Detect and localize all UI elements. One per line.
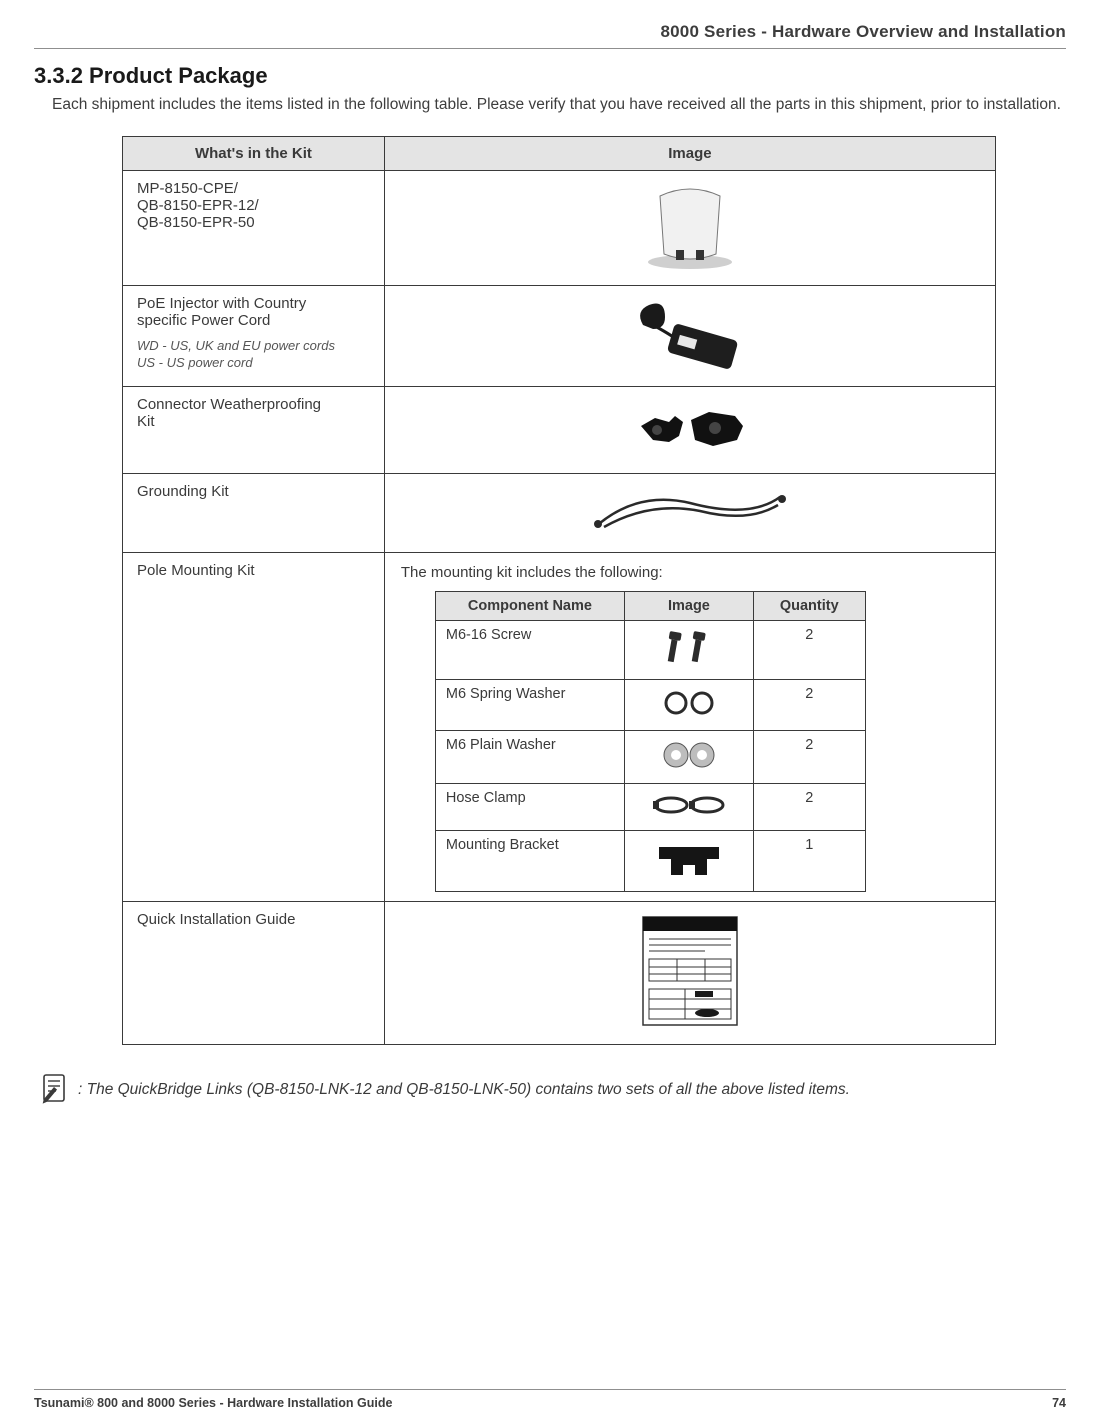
table-row: Quick Installation Guide [123, 901, 996, 1044]
inner-row: Hose Clamp [435, 783, 865, 830]
inner-th-name: Component Name [435, 591, 624, 620]
section-heading: 3.3.2 Product Package [34, 63, 1066, 89]
footer-left: Tsunami® 800 and 8000 Series - Hardware … [34, 1396, 392, 1410]
kit-label-cell: PoE Injector with Country specific Power… [123, 285, 385, 386]
kit-label-cell: Quick Installation Guide [123, 901, 385, 1044]
two-rings-thick-icon [654, 737, 724, 773]
inner-img-cell [624, 783, 753, 830]
kit-image-cell [384, 473, 995, 552]
kit-label-line: MP-8150-CPE/ [137, 180, 238, 197]
grounding-kit-icon [580, 483, 800, 539]
inner-row: M6-16 Screw [435, 620, 865, 679]
inner-name: Hose Clamp [435, 783, 624, 830]
kit-table: What's in the Kit Image MP-8150-CPE/ QB-… [122, 136, 996, 1045]
inner-name: M6 Plain Washer [435, 730, 624, 783]
two-rings-thin-icon [654, 686, 724, 720]
kit-label-line: Connector Weatherproofing [137, 396, 321, 413]
inner-row: M6 Plain Washer [435, 730, 865, 783]
running-header: 8000 Series - Hardware Overview and Inst… [34, 22, 1066, 42]
top-rule [34, 48, 1066, 49]
inner-img-cell [624, 679, 753, 730]
inner-name: Mounting Bracket [435, 830, 624, 891]
inner-th-qty: Quantity [753, 591, 865, 620]
inner-header-row: Component Name Image Quantity [435, 591, 865, 620]
poe-injector-icon [625, 295, 755, 373]
inner-name: M6 Spring Washer [435, 679, 624, 730]
table-row: Grounding Kit [123, 473, 996, 552]
inner-qty: 2 [753, 679, 865, 730]
note-icon [40, 1073, 70, 1107]
table-row: Pole Mounting Kit The mounting kit inclu… [123, 552, 996, 901]
footer-page-number: 74 [1052, 1396, 1066, 1410]
kit-sublabel-line: US - US power cord [137, 355, 253, 370]
page-footer: Tsunami® 800 and 8000 Series - Hardware … [34, 1389, 1066, 1410]
kit-label-cell: Pole Mounting Kit [123, 552, 385, 901]
kit-th-image: Image [384, 136, 995, 170]
inner-name: M6-16 Screw [435, 620, 624, 679]
kit-label-cell: Grounding Kit [123, 473, 385, 552]
kit-image-cell [384, 170, 995, 285]
table-row: MP-8150-CPE/ QB-8150-EPR-12/ QB-8150-EPR… [123, 170, 996, 285]
kit-label-line: PoE Injector with Country [137, 295, 306, 312]
bracket-icon [649, 837, 729, 881]
kit-inner-cell: The mounting kit includes the following:… [384, 552, 995, 901]
kit-image-cell [384, 285, 995, 386]
kit-label-line: specific Power Cord [137, 312, 270, 329]
kit-label-cell: Connector Weatherproofing Kit [123, 386, 385, 473]
inner-table: Component Name Image Quantity M6-16 Scre… [435, 591, 866, 892]
note-text: : The QuickBridge Links (QB-8150-LNK-12 … [78, 1081, 850, 1099]
inner-img-cell [624, 830, 753, 891]
kit-table-header-row: What's in the Kit Image [123, 136, 996, 170]
table-row: PoE Injector with Country specific Power… [123, 285, 996, 386]
weatherproof-kit-icon [625, 396, 755, 460]
intro-paragraph: Each shipment includes the items listed … [34, 95, 1066, 116]
inner-img-cell [624, 620, 753, 679]
kit-image-cell [384, 386, 995, 473]
page: 8000 Series - Hardware Overview and Inst… [0, 0, 1100, 1426]
kit-label-line: QB-8150-EPR-12/ [137, 197, 259, 214]
kit-label-line: Grounding Kit [137, 483, 229, 500]
kit-image-cell [384, 901, 995, 1044]
kit-label-cell: MP-8150-CPE/ QB-8150-EPR-12/ QB-8150-EPR… [123, 170, 385, 285]
kit-sublabel-line: WD - US, UK and EU power cords [137, 338, 335, 353]
radio-unit-icon [630, 180, 750, 272]
inner-row: M6 Spring Washer [435, 679, 865, 730]
inner-qty: 2 [753, 783, 865, 830]
table-row: Connector Weatherproofing Kit [123, 386, 996, 473]
kit-label-line: Kit [137, 413, 155, 430]
kit-label-line: QB-8150-EPR-50 [137, 214, 255, 231]
two-screws-icon [654, 627, 724, 669]
inner-qty: 2 [753, 730, 865, 783]
note-row: : The QuickBridge Links (QB-8150-LNK-12 … [34, 1073, 1066, 1107]
kit-sublabel: WD - US, UK and EU power cords US - US p… [137, 337, 370, 372]
kit-label-line: Pole Mounting Kit [137, 562, 255, 579]
inner-qty: 2 [753, 620, 865, 679]
inner-img-cell [624, 730, 753, 783]
kit-table-wrap: What's in the Kit Image MP-8150-CPE/ QB-… [34, 136, 1066, 1045]
kit-th-what: What's in the Kit [123, 136, 385, 170]
kit-label-line: Quick Installation Guide [137, 911, 295, 928]
inner-row: Mounting Bracket 1 [435, 830, 865, 891]
inner-qty: 1 [753, 830, 865, 891]
inner-th-image: Image [624, 591, 753, 620]
qig-doc-icon [625, 911, 755, 1031]
bottom-rule [34, 1389, 1066, 1390]
inner-caption: The mounting kit includes the following: [401, 564, 981, 581]
two-clamps-icon [649, 790, 729, 820]
